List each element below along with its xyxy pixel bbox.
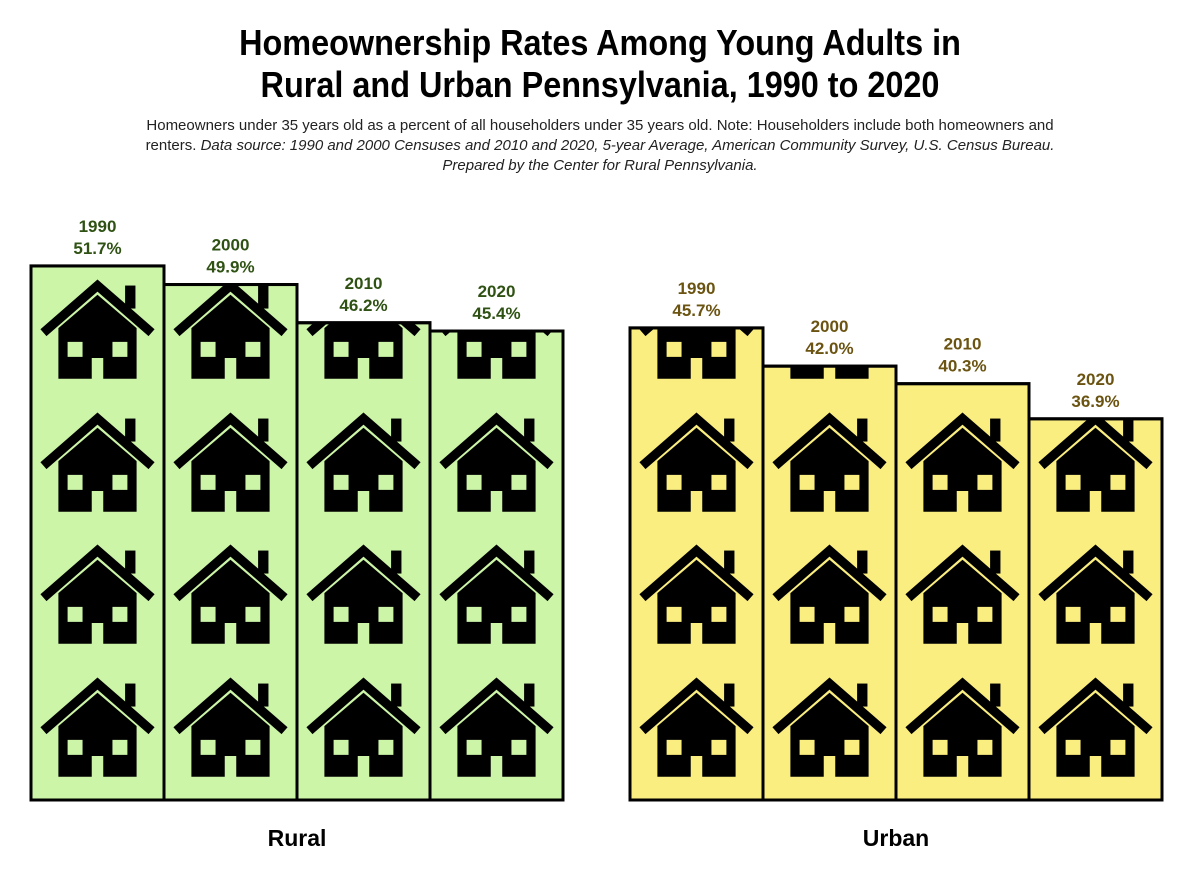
house-icon bbox=[306, 677, 421, 777]
house-icon bbox=[639, 327, 754, 379]
bar-urban-2020: 2020 36.9% bbox=[1027, 286, 1164, 802]
house-icon bbox=[639, 677, 754, 777]
bar-value-label: 40.3% bbox=[938, 357, 986, 376]
house-icon bbox=[905, 544, 1020, 644]
house-icon bbox=[173, 677, 288, 777]
house-icon bbox=[439, 544, 554, 644]
bar-rural-2020: 2020 45.4% bbox=[428, 282, 565, 802]
house-icon bbox=[1038, 544, 1153, 644]
house-icon bbox=[1038, 418, 1153, 512]
bar-rural-2000: 2000 49.9% bbox=[162, 236, 299, 802]
house-icon bbox=[40, 279, 155, 379]
bar-year-label: 2010 bbox=[345, 274, 383, 293]
house-icon bbox=[905, 677, 1020, 777]
bar-value-label: 45.7% bbox=[672, 301, 720, 320]
house-icon bbox=[772, 677, 887, 777]
bar-value-label: 49.9% bbox=[206, 258, 254, 277]
bar-urban-1990: 1990 45.7% bbox=[628, 279, 765, 802]
bar-icons bbox=[1038, 286, 1153, 777]
bar-year-label: 2000 bbox=[212, 236, 250, 255]
bar-year-label: 1990 bbox=[79, 217, 117, 236]
house-icon bbox=[173, 412, 288, 512]
bar-year-label: 2000 bbox=[811, 317, 849, 336]
house-icon bbox=[1038, 677, 1153, 777]
bar-year-label: 2010 bbox=[944, 335, 982, 354]
bar-value-label: 36.9% bbox=[1071, 392, 1119, 411]
chart-title: Homeownership Rates Among Young Adults i… bbox=[60, 22, 1140, 106]
bar-value-label: 45.4% bbox=[472, 304, 520, 323]
house-icon bbox=[639, 412, 754, 512]
chart-title-line-1: Homeownership Rates Among Young Adults i… bbox=[239, 22, 961, 63]
group-label-rural: Rural bbox=[268, 825, 327, 851]
bar-icons bbox=[639, 327, 754, 777]
chart-subtitle: Homeowners under 35 years old as a perce… bbox=[120, 116, 1080, 176]
bar-value-label: 42.0% bbox=[805, 339, 853, 358]
house-icon bbox=[790, 366, 869, 379]
bar-outline bbox=[1027, 417, 1164, 802]
subtitle-source: Data source: 1990 and 2000 Censuses and … bbox=[200, 137, 1055, 174]
house-icon bbox=[439, 677, 554, 777]
chart-title-line-2: Rural and Urban Pennsylvania, 1990 to 20… bbox=[260, 64, 940, 105]
house-icon bbox=[639, 544, 754, 644]
house-icon bbox=[772, 412, 887, 512]
subtitle-note: Homeowners under 35 years old as a perce… bbox=[145, 117, 1054, 154]
house-icon bbox=[306, 544, 421, 644]
bar-rural-1990: 1990 51.7% bbox=[29, 217, 166, 802]
bar-icons bbox=[306, 322, 421, 777]
bar-outline bbox=[428, 329, 565, 802]
house-icon bbox=[40, 677, 155, 777]
house-icon bbox=[439, 412, 554, 512]
house-icon bbox=[905, 412, 1020, 512]
house-icon bbox=[40, 544, 155, 644]
group-urban: 1990 45.7% 2000 42.0% 2010 40.3% 2020 36.9% Urba… bbox=[628, 279, 1164, 851]
house-icon bbox=[440, 331, 553, 379]
group-label-urban: Urban bbox=[863, 825, 929, 851]
group-rural: 1990 51.7% 2000 49.9% 2010 46.2% 2020 45.4% Rura… bbox=[29, 217, 565, 851]
house-icon bbox=[306, 412, 421, 512]
house-icon bbox=[772, 544, 887, 644]
bar-urban-2010: 2010 40.3% bbox=[894, 335, 1031, 802]
house-icon bbox=[173, 544, 288, 644]
house-icon bbox=[40, 412, 155, 512]
bar-value-label: 46.2% bbox=[339, 296, 387, 315]
house-icon bbox=[306, 322, 421, 379]
bar-icons bbox=[439, 331, 554, 777]
bar-year-label: 2020 bbox=[1077, 370, 1115, 389]
bar-value-label: 51.7% bbox=[73, 239, 121, 258]
bar-icons bbox=[905, 412, 1020, 777]
house-icon bbox=[1041, 286, 1149, 379]
bar-year-label: 2020 bbox=[478, 282, 516, 301]
bar-rural-2010: 2010 46.2% bbox=[295, 274, 432, 802]
bar-urban-2000: 2000 42.0% bbox=[761, 317, 898, 802]
bar-icons bbox=[173, 284, 288, 777]
bar-icons bbox=[772, 366, 887, 777]
bar-year-label: 1990 bbox=[678, 279, 716, 298]
bar-icons bbox=[40, 279, 155, 777]
